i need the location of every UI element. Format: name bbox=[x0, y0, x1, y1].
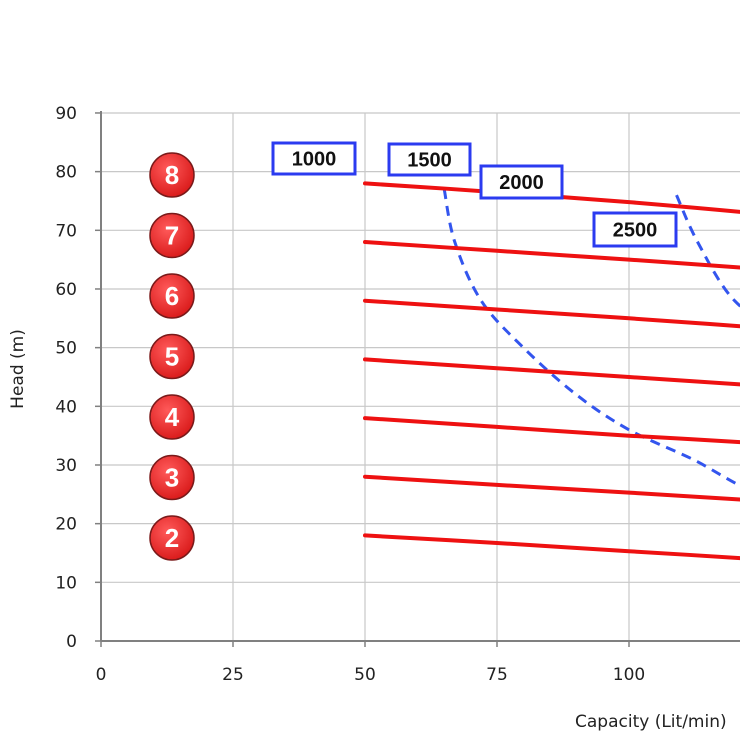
x-tick-label: 25 bbox=[222, 665, 244, 685]
y-tick-label: 10 bbox=[55, 573, 77, 593]
x-tick-labels: 0255075100125150175200225 bbox=[96, 665, 646, 685]
speed-label-text: 2500 bbox=[613, 220, 658, 242]
x-tick-label: 100 bbox=[613, 665, 645, 685]
x-tick-label: 0 bbox=[96, 665, 107, 685]
y-tick-label: 40 bbox=[55, 397, 77, 417]
speed-curves bbox=[442, 188, 740, 488]
series-badge-2: 2 bbox=[149, 515, 195, 561]
y-tick-labels: 0 10 20 30 40 50 60 70 80 90 bbox=[55, 104, 77, 652]
head-curve-3 bbox=[363, 474, 740, 502]
speed-labels: 1000 1500 2000 2500 bbox=[271, 141, 678, 248]
speed-label-box bbox=[479, 164, 564, 200]
speed-label-box bbox=[592, 211, 678, 248]
badge-circle bbox=[149, 273, 195, 319]
y-tick-label: 90 bbox=[55, 104, 77, 124]
y-tick-label: 30 bbox=[55, 456, 77, 476]
head-curve-5 bbox=[363, 357, 740, 387]
speed-curve-1000 bbox=[442, 188, 740, 488]
badge-circle bbox=[149, 394, 195, 440]
y-tick-label: 60 bbox=[55, 280, 77, 300]
y-tick-label: 50 bbox=[55, 339, 77, 359]
x-tick-label: 75 bbox=[486, 665, 508, 685]
speed-curve-1500 bbox=[675, 194, 740, 308]
badge-circle bbox=[149, 454, 195, 501]
series-badges: 8 7 6 5 4 3 2 bbox=[149, 152, 195, 561]
head-curve-7 bbox=[363, 240, 740, 270]
series-badge-8: 8 bbox=[149, 152, 195, 198]
y-tick-label: 80 bbox=[55, 163, 77, 183]
y-tick-label: 20 bbox=[55, 515, 77, 535]
badge-circle bbox=[149, 333, 195, 380]
series-badge-6: 6 bbox=[149, 273, 195, 319]
head-curves bbox=[363, 181, 740, 561]
series-badge-4: 4 bbox=[149, 394, 195, 440]
speed-label-box bbox=[271, 141, 357, 176]
y-tick-label: 0 bbox=[66, 632, 77, 652]
speed-label-text: 1500 bbox=[407, 150, 452, 172]
y-axis-title: Head (m) bbox=[8, 329, 28, 409]
head-curve-4 bbox=[363, 416, 740, 445]
badge-circle bbox=[149, 515, 195, 561]
speed-label-1500: 1500 bbox=[387, 142, 472, 177]
y-tick-label: 70 bbox=[55, 221, 77, 241]
head-curve-6 bbox=[363, 298, 740, 329]
series-badge-5: 5 bbox=[149, 333, 195, 380]
badge-circle bbox=[149, 152, 195, 198]
speed-label-text: 1000 bbox=[292, 149, 337, 171]
badge-label: 3 bbox=[165, 463, 179, 493]
axes bbox=[95, 110, 740, 647]
badge-label: 2 bbox=[165, 523, 179, 553]
series-badge-3: 3 bbox=[149, 454, 195, 501]
x-axis-title: Capacity (Lit/min) bbox=[575, 712, 727, 732]
badge-label: 5 bbox=[165, 342, 179, 372]
badge-label: 4 bbox=[165, 402, 180, 432]
speed-label-2000: 2000 bbox=[479, 164, 564, 200]
speed-label-2500: 2500 bbox=[592, 211, 678, 248]
head-curve-2 bbox=[363, 533, 740, 561]
x-tick-label: 50 bbox=[354, 665, 376, 685]
badge-label: 8 bbox=[165, 160, 179, 190]
grid bbox=[101, 112, 740, 641]
series-badge-7: 7 bbox=[149, 212, 195, 259]
speed-label-box bbox=[387, 142, 472, 177]
badge-label: 6 bbox=[165, 281, 179, 311]
speed-label-1000: 1000 bbox=[271, 141, 357, 176]
badge-circle bbox=[149, 212, 195, 259]
badge-label: 7 bbox=[165, 221, 179, 251]
speed-label-text: 2000 bbox=[499, 172, 544, 194]
